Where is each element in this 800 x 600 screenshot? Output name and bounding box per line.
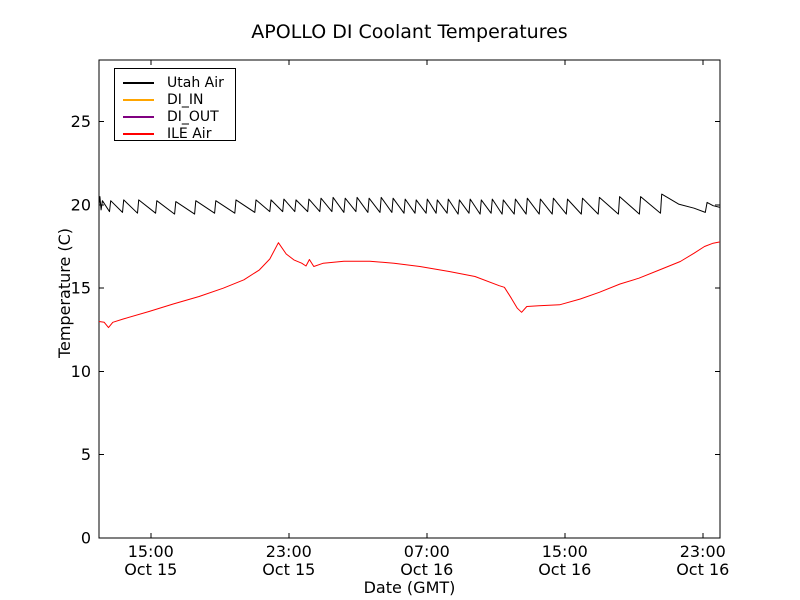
- legend-label: ILE Air: [167, 125, 212, 142]
- x-tick-time-label: 07:00: [404, 542, 450, 561]
- legend-entry-di-out: DI_OUT: [115, 108, 235, 125]
- x-tick-time-label: 15:00: [542, 542, 588, 561]
- y-tick-label: 10: [71, 362, 91, 381]
- legend-label: DI_OUT: [167, 108, 219, 125]
- x-tick-time-label: 23:00: [680, 542, 726, 561]
- x-tick-time-label: 23:00: [266, 542, 312, 561]
- x-tick-date-label: Oct 15: [262, 560, 315, 579]
- series-line-utah-air: [98, 193, 721, 215]
- x-axis-label: Date (GMT): [363, 578, 456, 597]
- y-tick-label: 5: [81, 445, 91, 464]
- legend-line-sample: [123, 98, 154, 101]
- chart-title: APOLLO DI Coolant Temperatures: [251, 21, 568, 43]
- axes-frame: [98, 59, 721, 539]
- legend-line-sample: [123, 132, 154, 135]
- legend-entry-utah-air: Utah Air: [115, 74, 235, 91]
- x-tick-time-label: 15:00: [128, 542, 174, 561]
- legend-label: Utah Air: [167, 74, 224, 91]
- y-tick-label: 20: [71, 195, 91, 214]
- x-tick-date-label: Oct 16: [400, 560, 453, 579]
- y-tick-label: 25: [71, 112, 91, 131]
- legend-line-sample: [123, 81, 154, 84]
- legend-entry-di-in: DI_IN: [115, 91, 235, 108]
- legend: Utah Air DI_IN DI_OUT ILE Air: [114, 68, 236, 141]
- legend-label: DI_IN: [167, 91, 204, 108]
- x-tick-date-label: Oct 16: [538, 560, 591, 579]
- series-line-ile-air: [98, 241, 721, 329]
- legend-line-sample: [123, 115, 154, 118]
- y-tick-label: 0: [81, 529, 91, 548]
- y-tick-label: 15: [71, 279, 91, 298]
- x-tick-date-label: Oct 16: [676, 560, 729, 579]
- legend-entry-ile-air: ILE Air: [115, 125, 235, 142]
- x-tick-date-label: Oct 15: [124, 560, 177, 579]
